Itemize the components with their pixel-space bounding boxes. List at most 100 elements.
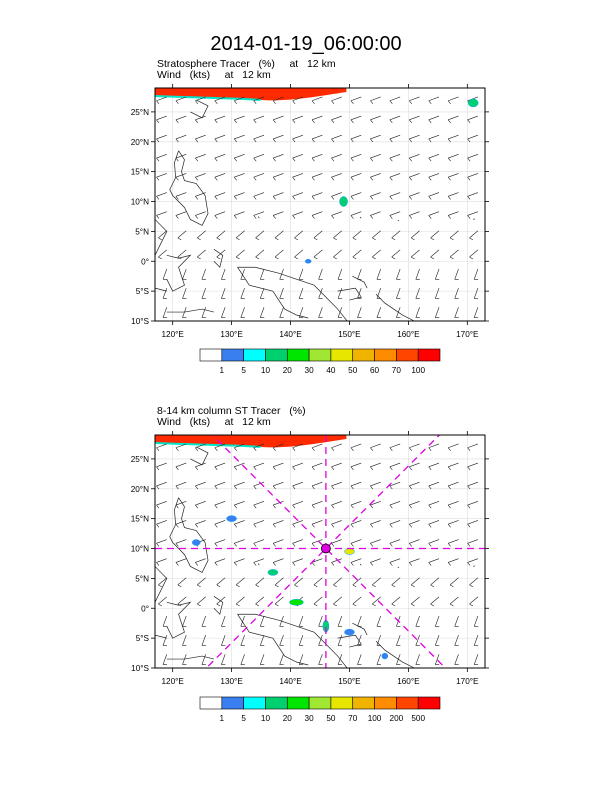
coastline: [169, 150, 209, 226]
wind-barb-feather: [272, 119, 276, 124]
wind-barb: [318, 615, 323, 627]
wind-barb: [469, 577, 479, 586]
wind-barb: [331, 192, 342, 197]
panel1-subtitle-1: Stratosphere Tracer (%) at 12 km: [157, 58, 336, 70]
wind-barb: [195, 192, 206, 197]
wind-barb: [273, 192, 284, 197]
wind-barb-feather: [350, 100, 354, 105]
wind-barb-feather: [234, 543, 237, 547]
colorbar-swatch: [243, 696, 266, 710]
wind-barb-feather: [447, 543, 451, 547]
colorbar-label: 50: [348, 366, 358, 375]
wind-barb-feather: [467, 119, 471, 124]
colorbar-swatch: [374, 348, 397, 362]
wind-barb: [162, 268, 168, 280]
wind-barb-feather: [313, 256, 318, 260]
wind-barb-feather: [449, 603, 454, 607]
wind-barb-feather: [447, 177, 451, 181]
colorbar-swatch: [199, 696, 223, 710]
wind-barb-feather: [430, 584, 435, 588]
wind-barb: [273, 481, 284, 487]
wind-barb: [253, 154, 265, 159]
wind-barb-feather: [370, 177, 374, 181]
wind-barb-feather: [292, 466, 296, 471]
wind-barb-feather: [214, 100, 218, 105]
coastline: [257, 216, 260, 219]
wind-barb-feather: [177, 237, 182, 241]
wind-barb-feather: [311, 543, 315, 547]
wind-barb-feather: [331, 138, 335, 143]
wind-barb: [274, 596, 284, 605]
wind-barb: [370, 558, 381, 563]
wind-barb: [253, 173, 265, 178]
wind-barb: [214, 211, 226, 216]
wind-barb-feather: [274, 237, 279, 241]
colorbar-label: 70: [348, 714, 358, 723]
wind-barb-feather: [311, 177, 315, 181]
wind-barb: [214, 443, 226, 449]
wind-barb-feather: [409, 157, 412, 162]
wind-barb: [448, 154, 459, 159]
wind-barb: [214, 192, 226, 197]
wind-barb: [162, 635, 168, 646]
wind-barb-feather: [389, 466, 393, 471]
wind-barb: [234, 96, 245, 102]
wind-barb: [311, 443, 323, 449]
wind-barb-feather: [214, 138, 218, 143]
panel-1: 120°E 130°E 140°E 150°E 160°E 170°E25°N20°N15…: [131, 84, 489, 375]
wind-barb-feather: [253, 138, 257, 143]
wind-barb: [253, 481, 265, 487]
wind-barb: [370, 154, 381, 159]
wind-barb: [177, 577, 187, 586]
wind-barb: [350, 173, 362, 178]
colorbar-label: 5: [241, 714, 246, 723]
figure-title: 2014-01-19_06:00:00: [210, 33, 402, 55]
wind-barb-feather: [156, 485, 160, 490]
wind-barb: [337, 635, 343, 646]
wind-barb: [415, 635, 420, 646]
wind-barb: [156, 558, 167, 563]
wind-barb: [292, 462, 304, 468]
wind-barb-feather: [389, 447, 393, 452]
wind-barb-feather: [389, 196, 393, 200]
wind-barb: [158, 249, 167, 258]
colorbar-label: 20: [283, 714, 293, 723]
wind-barb: [331, 520, 342, 525]
wind-barb: [273, 501, 284, 506]
x-tick-label: 170°E: [456, 677, 479, 686]
wind-barb: [331, 501, 342, 506]
wind-barb: [449, 577, 459, 586]
tracer-blob: [226, 515, 237, 522]
wind-barb: [175, 558, 187, 563]
wind-barb: [311, 192, 323, 197]
wind-barb-feather: [294, 237, 299, 241]
wind-barb-feather: [447, 196, 451, 200]
colorbar-label: 1: [220, 714, 225, 723]
coastline: [155, 219, 168, 292]
wind-barb-feather: [430, 603, 435, 607]
wind-barb: [195, 501, 206, 506]
wind-barb: [318, 635, 323, 646]
wind-barb-feather: [234, 177, 237, 181]
wind-barb: [156, 501, 167, 506]
wind-barb: [156, 481, 167, 487]
wind-barb-feather: [467, 215, 471, 219]
wind-barb-feather: [272, 100, 276, 105]
wind-barb-feather: [234, 119, 237, 124]
wind-barb-feather: [331, 562, 335, 566]
wind-barb: [415, 288, 420, 299]
wind-barb: [331, 443, 342, 449]
wind-barb-feather: [272, 138, 276, 143]
wind-barb-feather: [409, 177, 412, 181]
wind-barb: [389, 462, 401, 468]
colorbar-swatch: [221, 696, 244, 710]
wind-barb-feather: [467, 562, 471, 566]
wind-barb: [273, 134, 284, 140]
wind-barb-feather: [350, 447, 354, 452]
wind-barb-feather: [292, 543, 296, 547]
wind-barb-feather: [156, 138, 160, 143]
wind-barb-feather: [272, 466, 276, 471]
wind-barb-feather: [389, 504, 393, 509]
wind-barb-feather: [467, 157, 471, 162]
